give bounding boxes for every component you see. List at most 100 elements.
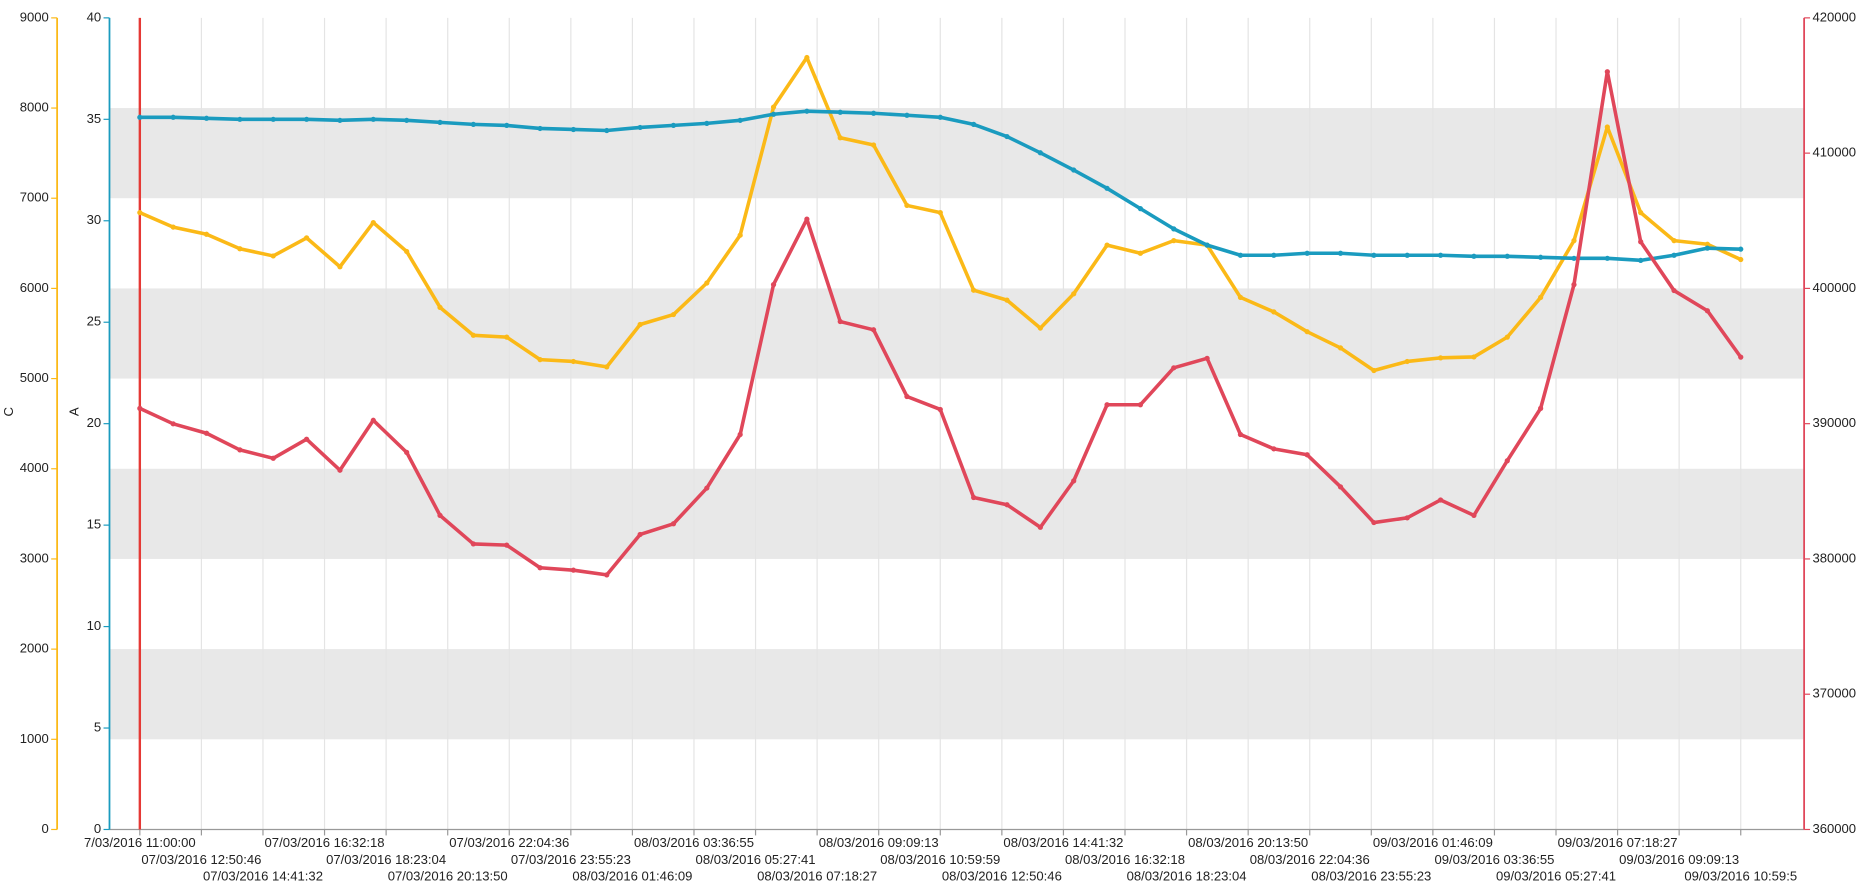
data-point <box>1437 252 1444 258</box>
data-point <box>1071 167 1077 173</box>
y-tick-label: 5 <box>94 719 101 734</box>
x-tick-label: 08/03/2016 16:32:18 <box>1065 852 1185 867</box>
data-point <box>537 125 543 132</box>
data-point <box>1304 452 1310 458</box>
grid-band <box>109 468 1805 559</box>
y2-tick-label: 400000 <box>1812 280 1856 295</box>
data-point <box>170 224 176 230</box>
data-point <box>1004 133 1010 140</box>
x-tick-label: 08/03/2016 10:59:59 <box>880 852 1000 867</box>
y2-tick-label: 370000 <box>1812 686 1856 701</box>
data-point <box>437 512 443 519</box>
data-point <box>1604 255 1610 261</box>
y-tick-label: 15 <box>87 517 102 532</box>
data-point <box>1137 402 1144 408</box>
x-tick-label: 08/03/2016 12:50:46 <box>942 869 1062 884</box>
data-point <box>337 264 343 270</box>
data-point <box>303 116 310 122</box>
y-tick-label: 40 <box>87 9 102 24</box>
data-point <box>1304 329 1310 335</box>
y3-tick-label: 6000 <box>20 280 49 295</box>
data-point <box>870 110 877 116</box>
data-point <box>1571 255 1577 261</box>
data-point <box>1437 497 1444 503</box>
data-point <box>1604 69 1610 75</box>
data-point <box>1704 308 1711 314</box>
data-point <box>804 108 810 114</box>
y3-tick-label: 1000 <box>20 731 49 746</box>
y-axis-title: A <box>66 407 81 416</box>
data-point <box>1004 502 1010 508</box>
data-point <box>670 122 677 129</box>
data-point <box>1404 515 1410 521</box>
x-tick-label: 08/03/2016 01:46:09 <box>572 869 692 884</box>
data-point <box>704 120 710 126</box>
data-point <box>904 112 910 118</box>
data-point <box>837 109 843 115</box>
data-point <box>737 232 743 238</box>
data-point <box>537 565 543 571</box>
data-point <box>270 253 276 259</box>
data-point <box>1171 365 1177 371</box>
y-tick-label: 25 <box>87 314 102 329</box>
y3-tick-label: 0 <box>42 821 49 836</box>
data-point <box>604 127 610 134</box>
data-point <box>1504 458 1510 464</box>
data-point <box>1271 309 1277 315</box>
data-point <box>604 364 610 370</box>
data-point <box>1204 355 1210 361</box>
data-point <box>1304 250 1310 256</box>
data-point <box>1538 254 1544 260</box>
data-point <box>470 121 476 128</box>
data-point <box>971 287 977 293</box>
y-tick-label: 35 <box>87 111 102 126</box>
data-point <box>203 115 210 121</box>
x-tick-label: 09/03/2016 09:09:13 <box>1619 852 1739 867</box>
data-point <box>1071 478 1077 484</box>
data-point <box>837 135 843 141</box>
data-point <box>1137 250 1144 256</box>
data-point <box>270 455 276 461</box>
data-point <box>1237 294 1244 301</box>
data-point <box>470 332 476 338</box>
data-point <box>1337 250 1344 256</box>
data-point <box>637 531 643 538</box>
x-tick-label: 07/03/2016 23:55:23 <box>511 852 631 867</box>
data-point <box>437 304 443 310</box>
y-tick-label: 30 <box>87 212 102 227</box>
x-tick-label: 08/03/2016 03:36:55 <box>634 835 754 850</box>
data-point <box>1638 257 1644 263</box>
data-point <box>770 281 777 288</box>
data-point <box>637 321 643 328</box>
data-point <box>1504 334 1510 340</box>
data-point <box>1404 252 1410 258</box>
data-point <box>370 417 376 423</box>
data-point <box>1071 291 1077 297</box>
x-tick-label: 7/03/2016 11:00:00 <box>84 835 196 850</box>
data-point <box>1271 446 1277 452</box>
data-point <box>1171 226 1177 232</box>
y2-tick-label: 380000 <box>1812 550 1856 565</box>
data-point <box>870 327 877 333</box>
data-point <box>1037 150 1043 156</box>
data-point <box>537 357 543 363</box>
data-point <box>804 216 810 222</box>
y2-tick-label: 360000 <box>1812 821 1856 836</box>
data-point <box>1704 241 1711 247</box>
x-tick-label: 07/03/2016 12:50:46 <box>141 852 261 867</box>
data-point <box>971 494 977 501</box>
data-point <box>303 235 310 241</box>
x-tick-label: 07/03/2016 16:32:18 <box>265 835 385 850</box>
data-point <box>504 542 510 548</box>
data-point <box>937 210 943 216</box>
data-point <box>1371 252 1377 258</box>
data-point <box>170 421 176 427</box>
data-point <box>1471 253 1477 259</box>
x-tick-label: 09/03/2016 10:59:5 <box>1684 869 1797 884</box>
data-point <box>704 485 710 491</box>
data-point <box>1104 402 1110 408</box>
data-point <box>370 116 376 122</box>
data-point <box>670 521 677 527</box>
y3-tick-label: 9000 <box>20 9 49 24</box>
